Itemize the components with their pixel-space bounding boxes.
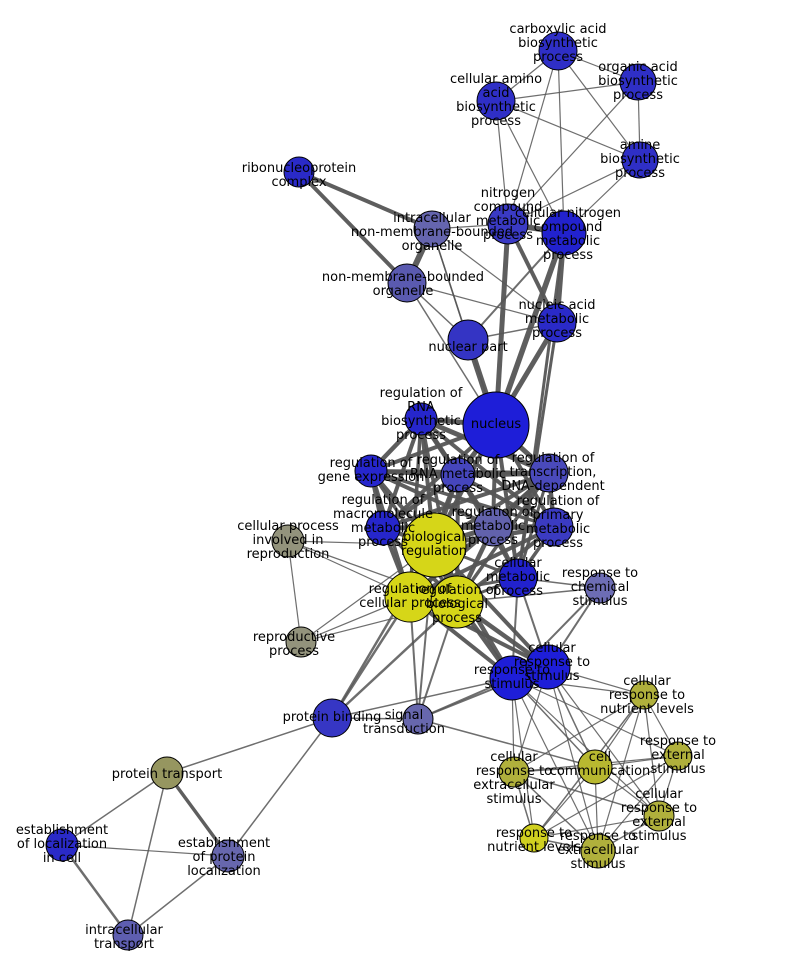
graph-node-cellular-metabolic-process[interactable] — [498, 558, 538, 598]
graph-node-response-to-external-stimulus[interactable] — [663, 741, 693, 771]
graph-edge — [127, 772, 168, 936]
graph-edge — [511, 677, 535, 839]
graph-node-regulation-of-rna-biosynthetic-process[interactable] — [404, 402, 438, 436]
graph-edge — [331, 677, 513, 719]
graph-node-signal-transduction[interactable] — [402, 703, 434, 735]
graph-edge — [643, 694, 660, 817]
graph-node-regulation-of-primary-metabolic-process[interactable] — [534, 507, 574, 547]
graph-edge — [467, 232, 565, 341]
graph-node-cellular-response-to-nutrient-levels[interactable] — [629, 680, 659, 710]
graph-node-nucleic-acid-metabolic-process[interactable] — [537, 303, 577, 343]
graph-edge — [382, 471, 550, 530]
graph-edge — [409, 525, 555, 599]
graph-edge — [557, 50, 565, 234]
graph-node-nuclear-part[interactable] — [447, 319, 489, 361]
graph-edge — [287, 540, 302, 643]
graph-edge — [597, 755, 679, 852]
graph-edge — [516, 322, 559, 579]
graph-edge — [495, 100, 641, 161]
graph-edge — [298, 170, 433, 231]
graph-edge — [227, 717, 333, 857]
graph-node-cellular-nitrogen-compound-metabolic-process[interactable] — [541, 210, 587, 256]
graph-node-nucleus[interactable] — [462, 391, 530, 459]
graph-node-cellular-response-to-extracellular-stimulus[interactable] — [498, 756, 530, 788]
graph-node-cellular-amino-acid-biosynthetic-process[interactable] — [476, 81, 516, 121]
graph-node-response-to-nutrient-levels[interactable] — [519, 823, 549, 853]
graph-node-intracellular-non-membrane-bounded-organelle[interactable] — [413, 210, 451, 248]
graph-edge — [533, 815, 660, 839]
graph-node-carboxylic-acid-biosynthetic-process[interactable] — [538, 31, 578, 71]
graph-edge — [557, 50, 641, 161]
graph-edge — [370, 469, 555, 529]
graph-node-regulation-of-macromolecule-metabolic-process[interactable] — [365, 510, 401, 546]
graph-node-cellular-process-involved-in-reproduction[interactable] — [271, 524, 305, 558]
graph-node-protein-binding[interactable] — [312, 698, 352, 738]
graph-edge — [495, 100, 565, 234]
graph-node-regulation-of-rna-metabolic-process[interactable] — [440, 457, 476, 493]
graph-node-protein-transport[interactable] — [150, 756, 184, 790]
graph-node-cell-communication[interactable] — [577, 749, 613, 785]
graph-node-establishment-of-localization-in-cell[interactable] — [45, 828, 79, 862]
graph-node-reproductive-process[interactable] — [285, 626, 317, 658]
graph-node-cellular-response-to-stimulus[interactable] — [525, 644, 571, 690]
graph-node-non-membrane-bounded-organelle[interactable] — [387, 263, 427, 303]
graph-edge — [493, 223, 511, 426]
graph-edge — [166, 717, 333, 774]
graph-edge — [406, 282, 558, 324]
graph-edge — [495, 81, 639, 102]
graph-edge — [61, 844, 229, 857]
graph-node-biological-regulation[interactable] — [401, 512, 467, 578]
graph-node-intracellular-transport[interactable] — [112, 919, 144, 951]
graph-node-establishment-of-protein-localization[interactable] — [211, 839, 245, 873]
edge-layer — [60, 50, 679, 936]
graph-node-regulation-of-gene-expression[interactable] — [354, 454, 388, 488]
graph-node-regulation-of-cellular-process[interactable] — [384, 571, 436, 623]
graph-edge — [431, 228, 558, 324]
graph-edge — [507, 81, 639, 225]
graph-node-nitrogen-compound-metabolic-process[interactable] — [487, 203, 529, 245]
graph-edge — [533, 755, 679, 839]
graph-edge — [60, 844, 130, 936]
graph-edge — [495, 100, 509, 225]
graph-edge — [547, 666, 660, 817]
graph-node-regulation-of-transcription-dna-dependent[interactable] — [529, 453, 569, 493]
graph-edge — [547, 666, 599, 852]
graph-edge — [127, 855, 229, 936]
graph-node-amine-biosynthetic-process[interactable] — [621, 141, 659, 179]
graph-edge — [507, 159, 641, 225]
graph-edge — [331, 601, 458, 719]
graph-node-response-to-extracellular-stimulus[interactable] — [580, 833, 616, 869]
graph-edge — [297, 170, 409, 285]
graph-edge — [61, 772, 168, 846]
graph-edge — [513, 694, 645, 773]
graph-node-regulation-of-metabolic-process[interactable] — [473, 507, 513, 547]
graph-edge — [513, 771, 599, 852]
graph-edge — [165, 771, 230, 858]
graph-node-organic-acid-biosynthetic-process[interactable] — [619, 63, 657, 101]
graph-node-response-to-chemical-stimulus[interactable] — [584, 572, 616, 604]
graph-node-ribonucleoprotein-complex[interactable] — [283, 156, 315, 188]
graph-edge — [511, 677, 599, 852]
graph-node-regulation-of-biological-process[interactable] — [430, 575, 484, 629]
graph-edge — [513, 771, 660, 817]
node-layer — [45, 31, 693, 951]
graph-edge — [507, 50, 559, 225]
graph-edge — [370, 469, 494, 529]
graph-node-cellular-response-to-external-stimulus[interactable] — [643, 800, 675, 832]
graph-edge — [493, 232, 567, 426]
graph-edge — [417, 718, 596, 768]
